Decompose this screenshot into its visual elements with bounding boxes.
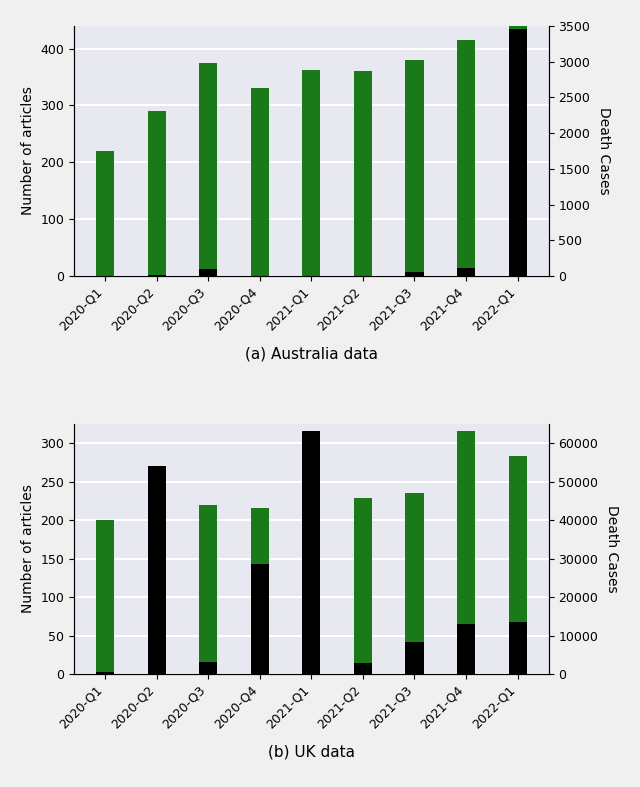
Bar xyxy=(199,663,217,674)
Bar xyxy=(251,508,269,674)
Bar xyxy=(457,624,475,674)
Bar xyxy=(96,672,114,674)
Bar xyxy=(406,60,424,276)
Bar xyxy=(457,40,475,276)
Bar xyxy=(457,268,475,276)
Bar xyxy=(96,520,114,674)
Bar xyxy=(147,275,166,276)
Bar xyxy=(406,272,424,276)
Bar xyxy=(147,533,166,674)
Bar xyxy=(509,29,527,276)
Y-axis label: Number of articles: Number of articles xyxy=(21,87,35,216)
Y-axis label: Number of articles: Number of articles xyxy=(21,485,35,613)
Bar xyxy=(96,151,114,276)
Bar xyxy=(302,70,321,276)
Bar xyxy=(199,504,217,674)
Y-axis label: Death Cases: Death Cases xyxy=(597,107,611,194)
Bar xyxy=(509,622,527,674)
Bar xyxy=(509,26,527,276)
Bar xyxy=(406,493,424,674)
Bar xyxy=(354,663,372,674)
Text: (b) UK data: (b) UK data xyxy=(268,745,355,759)
Bar xyxy=(354,498,372,674)
Bar xyxy=(251,88,269,276)
Bar xyxy=(199,269,217,276)
Bar xyxy=(147,466,166,674)
Bar xyxy=(509,456,527,674)
Bar xyxy=(302,508,321,674)
Bar xyxy=(354,72,372,276)
Bar xyxy=(199,63,217,276)
Bar xyxy=(406,642,424,674)
Bar xyxy=(251,564,269,674)
Bar xyxy=(147,111,166,276)
Bar xyxy=(457,431,475,674)
Y-axis label: Death Cases: Death Cases xyxy=(605,505,619,593)
Text: (a) Australia data: (a) Australia data xyxy=(244,346,378,361)
Bar xyxy=(302,431,321,674)
